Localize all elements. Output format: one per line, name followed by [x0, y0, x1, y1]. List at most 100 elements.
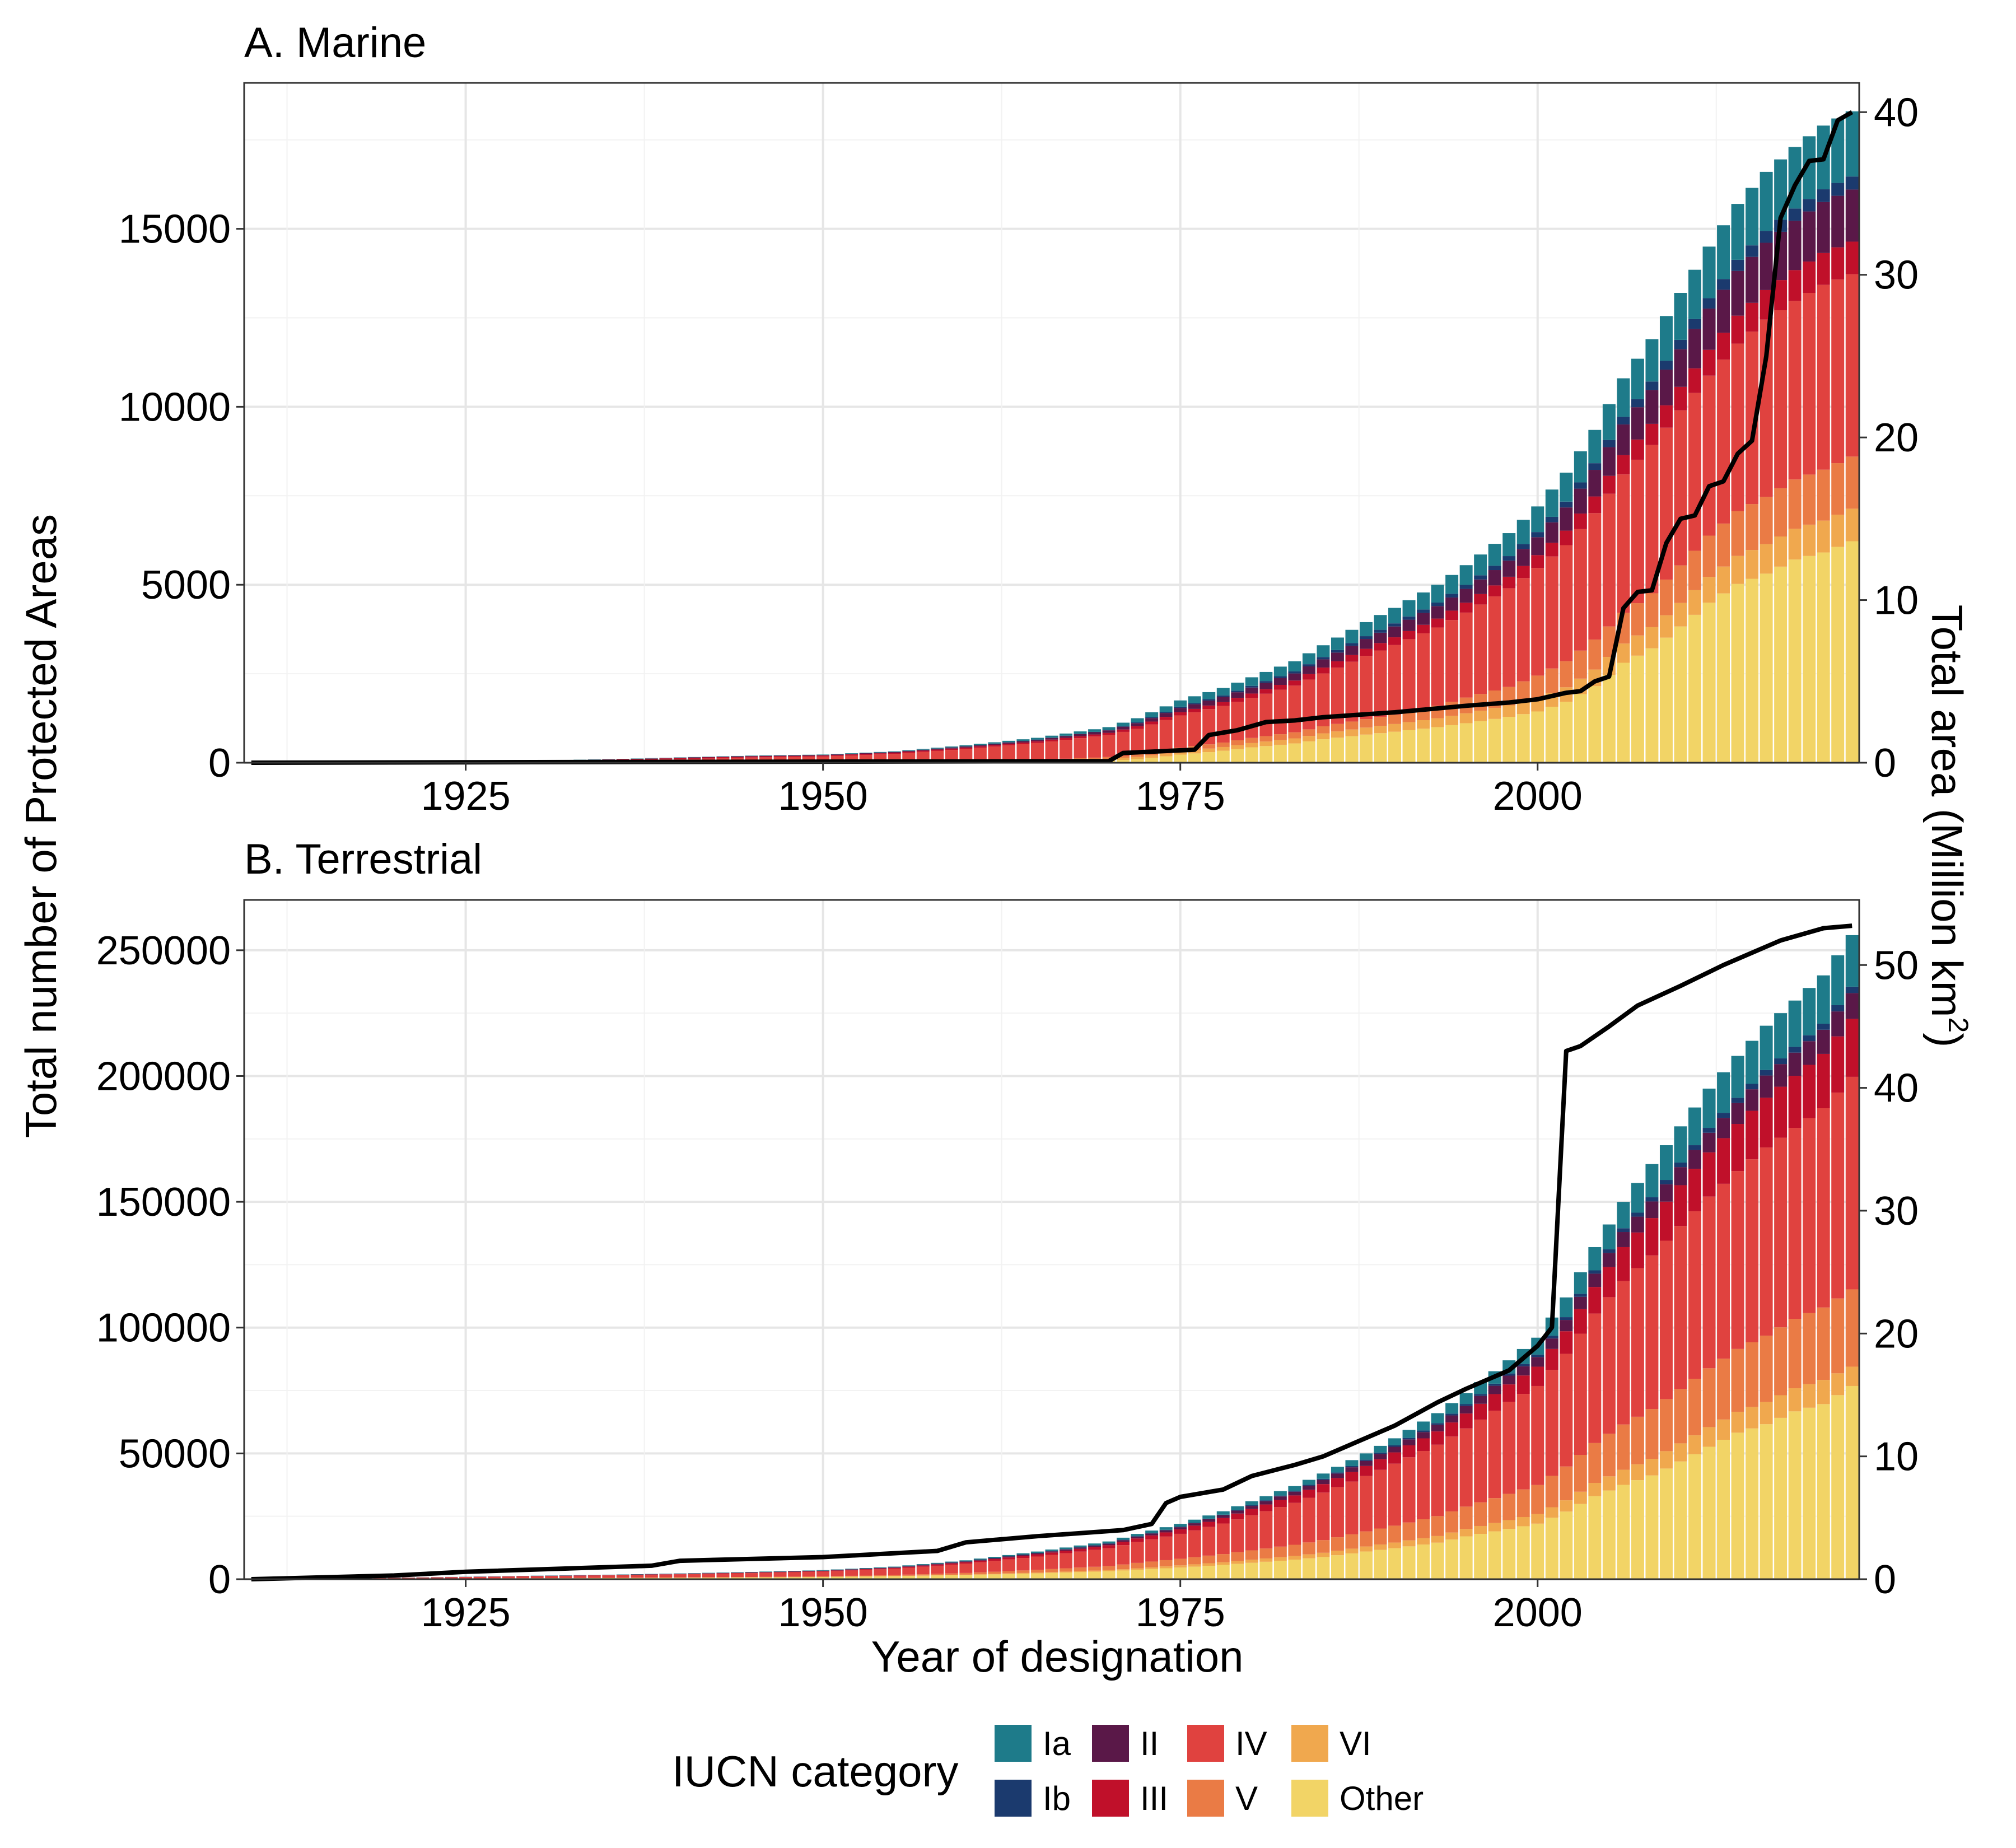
- bar-segment-vi: [1774, 1395, 1788, 1418]
- bar-segment-ia: [845, 753, 858, 754]
- bar-segment-ii: [1317, 1480, 1330, 1485]
- bar-segment-iv: [1074, 738, 1087, 758]
- bar-segment-v: [1245, 1550, 1258, 1560]
- bar-segment-v: [1245, 738, 1258, 743]
- bar-segment-ii: [1631, 407, 1644, 440]
- bar-segment-iv: [1803, 293, 1816, 475]
- y2-tick-label: 40: [1874, 90, 1919, 135]
- bar-segment-v: [1388, 1525, 1402, 1543]
- bar-segment-ii: [1474, 1396, 1487, 1404]
- bar-segment-ia: [1374, 1445, 1387, 1453]
- bar-segment-ii: [773, 755, 787, 757]
- bar-segment-ib: [1474, 1394, 1487, 1396]
- bar-segment-v: [1717, 523, 1730, 567]
- bar-segment-ii: [959, 1561, 973, 1562]
- bar-segment-ia: [973, 744, 987, 745]
- bar-segment-vi: [1702, 577, 1716, 603]
- bar-segment-iv: [1317, 1492, 1330, 1541]
- bar-segment-ia: [1088, 729, 1102, 732]
- bar-segment-ii: [902, 750, 916, 752]
- bar-segment-v: [1216, 1554, 1230, 1562]
- bar-segment-iii: [1131, 726, 1144, 729]
- bar-segment-ii: [931, 1564, 944, 1565]
- bar-segment-v: [1760, 1336, 1773, 1402]
- bar-segment-iv: [530, 1576, 544, 1579]
- bar-segment-vi: [1788, 529, 1802, 560]
- bar-segment-iii: [1117, 1542, 1130, 1546]
- bar-segment-ib: [1131, 1536, 1144, 1537]
- bar-segment-iii: [1102, 732, 1116, 735]
- bar-segment-iii: [1702, 1152, 1716, 1197]
- bar-segment-iii: [1231, 1513, 1244, 1520]
- bar-segment-ib: [1645, 381, 1659, 390]
- bar-segment-ii: [1717, 290, 1730, 333]
- bar-segment-other: [1674, 1461, 1687, 1579]
- bar-segment-other: [1574, 1504, 1587, 1579]
- bar-segment-vi: [1231, 745, 1244, 749]
- bar-segment-iv: [1117, 731, 1130, 756]
- bar-segment-other: [1374, 733, 1387, 763]
- bar-segment-ii: [702, 757, 715, 758]
- y-tick-label: 100000: [96, 1306, 231, 1351]
- bar-segment-vi: [1159, 1566, 1173, 1569]
- bar-segment-ib: [1273, 676, 1287, 678]
- bar-segment-other: [988, 1574, 1001, 1579]
- bar-segment-iv: [1174, 715, 1187, 748]
- bar-segment-ia: [1531, 506, 1544, 533]
- bar-segment-iii: [759, 756, 773, 758]
- bar-segment-iii: [1259, 1504, 1273, 1511]
- bar-segment-v: [1674, 1389, 1687, 1444]
- bar-segment-iii: [1174, 1529, 1187, 1534]
- bar-segment-ia: [1688, 269, 1701, 319]
- bar-segment-ib: [1602, 440, 1616, 447]
- bar-segment-ib: [1574, 482, 1587, 489]
- bar-segment-vi: [1803, 1384, 1816, 1408]
- bar-segment-other: [1002, 1574, 1015, 1579]
- bar-segment-iv: [1560, 1354, 1573, 1467]
- bar-segment-iv: [1030, 743, 1044, 760]
- bar-segment-other: [1760, 1424, 1773, 1579]
- bar-segment-ia: [1602, 1224, 1616, 1249]
- bar-segment-vi: [1688, 590, 1701, 615]
- bar-segment-iv: [1459, 1428, 1473, 1507]
- bar-segment-ii: [1545, 522, 1558, 543]
- bar-segment-iii: [1388, 1452, 1402, 1464]
- bar-segment-vi: [1317, 733, 1330, 740]
- bar-segment-v: [1102, 757, 1116, 759]
- panel-border: [243, 899, 1860, 1580]
- bar-segment-other: [1588, 686, 1602, 763]
- bar-segment-iv: [1117, 1545, 1130, 1565]
- bar-segment-ii: [1131, 723, 1144, 726]
- bar-segment-ib: [1645, 1197, 1659, 1202]
- bar-segment-ia: [759, 755, 773, 756]
- bar-segment-v: [1317, 726, 1330, 734]
- bar-segment-ia: [1831, 955, 1845, 1005]
- bar-segment-ia: [1746, 188, 1759, 246]
- bar-segment-other: [1516, 714, 1530, 763]
- bar-segment-ia: [1803, 136, 1816, 199]
- bar-segment-iii: [1102, 1545, 1116, 1548]
- bar-segment-other: [1174, 1567, 1187, 1579]
- legend-swatch-iii: [1092, 1780, 1129, 1817]
- bar-segment-ii: [916, 1565, 930, 1566]
- bar-segment-other: [1388, 1548, 1402, 1579]
- bar-segment-iv: [1774, 1137, 1788, 1328]
- bar-segment-ii: [659, 758, 673, 759]
- bar-segment-iv: [859, 1570, 872, 1576]
- bar-segment-ib: [1374, 629, 1387, 633]
- bar-segment-iv: [1417, 1451, 1430, 1520]
- y2-tick-label: 20: [1874, 416, 1919, 460]
- bar-segment-ib: [1060, 1549, 1073, 1550]
- bar-segment-iii: [1631, 1232, 1644, 1268]
- bar-segment-iv: [830, 1571, 844, 1576]
- bar-segment-iii: [845, 754, 858, 756]
- bar-segment-other: [1474, 1534, 1487, 1579]
- bar-segment-other: [1402, 730, 1416, 763]
- bar-segment-ii: [902, 1566, 916, 1567]
- bar-segment-iv: [1102, 1548, 1116, 1566]
- bar-segment-ii: [1617, 424, 1630, 455]
- bar-segment-iii: [874, 753, 887, 755]
- bar-segment-iii: [1474, 594, 1487, 605]
- bar-segment-ii: [1245, 687, 1258, 694]
- bar-segment-iv: [1360, 1476, 1373, 1532]
